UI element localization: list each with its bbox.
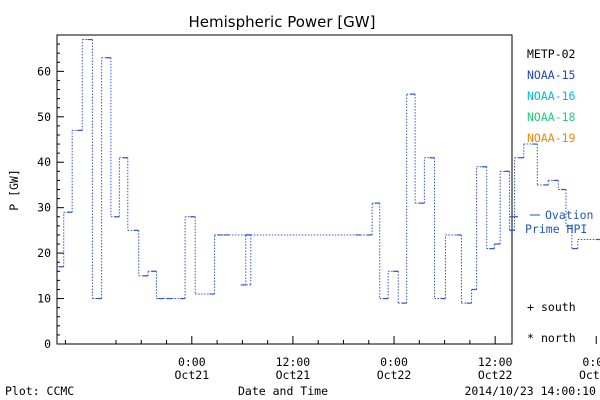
south-marker-label: south: [541, 300, 576, 314]
hemisphere-markers: + south * north: [527, 300, 576, 345]
plot-frame: [56, 34, 513, 345]
x-tick-time: 12:00: [478, 355, 513, 369]
x-tick-time: 0:00: [178, 355, 206, 369]
plot-credit: Plot: CCMC: [5, 384, 74, 398]
legend-entry: NOAA-18: [527, 110, 576, 124]
y-axis-label: P [GW]: [7, 169, 21, 211]
ovation-label-line1: Ovation: [545, 208, 593, 222]
x-axis: 0:00Oct2112:00Oct210:00Oct2212:00Oct220:…: [64, 336, 600, 382]
y-tick-label: 20: [37, 246, 51, 260]
y-tick-label: 10: [37, 292, 51, 306]
y-tick-label: 40: [37, 155, 51, 169]
x-tick-time: 12:00: [276, 355, 311, 369]
chart-title: Hemispheric Power [GW]: [189, 13, 376, 31]
x-tick-date: Oct23: [579, 368, 600, 382]
x-tick-date: Oct22: [478, 368, 513, 382]
south-marker-symbol: +: [527, 300, 534, 314]
x-tick-date: Oct22: [377, 368, 412, 382]
x-tick-time: 0:00: [380, 355, 408, 369]
legend-entry: NOAA-19: [527, 131, 576, 145]
y-tick-label: 0: [44, 337, 51, 351]
y-tick-label: 50: [37, 110, 51, 124]
series-noaa-15: [57, 38, 600, 304]
north-marker-label: north: [541, 331, 576, 345]
x-tick-date: Oct21: [276, 368, 311, 382]
y-tick-label: 60: [37, 64, 51, 78]
legend: METP-02 NOAA-15 NOAA-16 NOAA-18 NOAA-19: [527, 47, 576, 145]
legend-entry: NOAA-15: [527, 68, 575, 82]
legend-entry: METP-02: [527, 47, 575, 61]
ovation-indicator: Ovation Prime HPI: [525, 208, 593, 236]
legend-entry: NOAA-16: [527, 89, 576, 103]
timestamp: 2014/10/23 14:00:10: [464, 384, 596, 398]
series-layer: [57, 38, 600, 304]
north-marker-symbol: *: [527, 331, 534, 345]
y-axis: 0 10 20 30 40 50 60: [37, 34, 64, 351]
y-tick-label: 30: [37, 201, 51, 215]
x-axis-label: Date and Time: [238, 384, 328, 398]
ovation-label-line2: Prime HPI: [525, 222, 587, 236]
x-tick-date: Oct21: [175, 368, 210, 382]
x-tick-time: 0:00: [582, 355, 600, 369]
